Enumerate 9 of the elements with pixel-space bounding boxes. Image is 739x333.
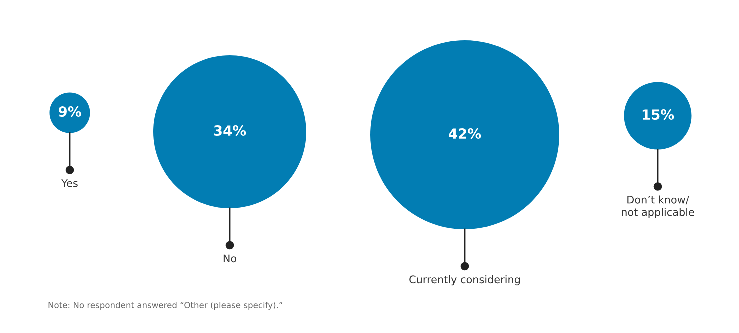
category-label: No (224, 254, 237, 263)
data-label: 15% (642, 110, 674, 120)
category-label: Yes (62, 180, 78, 188)
category-label: Don’t know/ not applicable (622, 196, 694, 218)
data-label: 34% (214, 126, 246, 136)
data-label: 42% (449, 128, 482, 140)
category-label: Currently considering (410, 276, 520, 286)
text: Note: No respondent answered “Other (please specify).” (48, 302, 283, 310)
data-label: 9% (58, 106, 82, 118)
